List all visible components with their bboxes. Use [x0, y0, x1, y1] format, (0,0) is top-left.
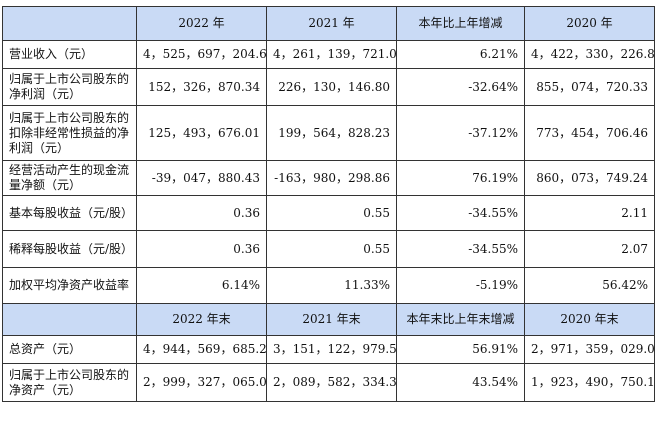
cell-value: -163，980，298.86	[266, 160, 397, 196]
row-label: 归属于上市公司股东的扣除非经常性损益的净利润（元）	[2, 105, 137, 161]
financial-data-table: 2022 年 2021 年 本年比上年增减 2020 年 营业收入（元） 4，5…	[2, 6, 655, 402]
header-2021-end: 2021 年末	[266, 303, 397, 336]
table-row: 经营活动产生的现金流量净额（元） -39，047，880.43 -163，980…	[2, 160, 655, 196]
cell-value: -5.19%	[396, 267, 525, 304]
header-2020: 2020 年	[524, 6, 655, 41]
header-2022: 2022 年	[136, 6, 267, 41]
cell-value: 125，493，676.01	[136, 105, 267, 161]
cell-value: 2.07	[524, 230, 655, 268]
table-row: 归属于上市公司股东的扣除非经常性损益的净利润（元） 125，493，676.01…	[2, 105, 655, 161]
cell-value: 2.11	[524, 195, 655, 231]
header-yoy-change: 本年比上年增减	[396, 6, 525, 41]
cell-value: 4，422，330，226.81	[524, 40, 655, 69]
table-row: 归属于上市公司股东的净资产（元） 2，999，327，065.08 2，089，…	[2, 363, 655, 402]
cell-value: 76.19%	[396, 160, 525, 196]
cell-value: 226，130，146.80	[266, 68, 397, 106]
cell-value: 4，525，697，204.64	[136, 40, 267, 69]
cell-value: 2，089，582，334.35	[266, 363, 397, 402]
cell-value: 199，564，828.23	[266, 105, 397, 161]
row-label: 稀释每股收益（元/股）	[2, 230, 137, 268]
cell-value: 860，073，749.24	[524, 160, 655, 196]
row-label: 归属于上市公司股东的净资产（元）	[2, 363, 137, 402]
cell-value: 773，454，706.46	[524, 105, 655, 161]
header-2022-end: 2022 年末	[136, 303, 267, 336]
cell-value: 0.36	[136, 230, 267, 268]
cell-value: 152，326，870.34	[136, 68, 267, 106]
cell-value: 0.36	[136, 195, 267, 231]
cell-value: 0.55	[266, 195, 397, 231]
cell-value: 4，261，139，721.08	[266, 40, 397, 69]
cell-value: 56.42%	[524, 267, 655, 304]
cell-value: -32.64%	[396, 68, 525, 106]
cell-value: 0.55	[266, 230, 397, 268]
table-header-row: 2022 年末 2021 年末 本年末比上年末增减 2020 年末	[2, 303, 655, 336]
table-row: 归属于上市公司股东的净利润（元） 152，326，870.34 226，130，…	[2, 68, 655, 106]
table-row: 稀释每股收益（元/股） 0.36 0.55 -34.55% 2.07	[2, 230, 655, 268]
table-header-row: 2022 年 2021 年 本年比上年增减 2020 年	[2, 6, 655, 41]
table-row: 加权平均净资产收益率 6.14% 11.33% -5.19% 56.42%	[2, 267, 655, 304]
header-2020-end: 2020 年末	[524, 303, 655, 336]
cell-value: 56.91%	[396, 335, 525, 364]
row-label: 经营活动产生的现金流量净额（元）	[2, 160, 137, 196]
cell-value: -34.55%	[396, 230, 525, 268]
cell-value: 6.14%	[136, 267, 267, 304]
cell-value: 2，971，359，029.06	[524, 335, 655, 364]
cell-value: 4，944，569，685.21	[136, 335, 267, 364]
header-yoy-end-change: 本年末比上年末增减	[396, 303, 525, 336]
table-row: 总资产（元） 4，944，569，685.21 3，151，122，979.54…	[2, 335, 655, 364]
row-label: 总资产（元）	[2, 335, 137, 364]
row-label: 归属于上市公司股东的净利润（元）	[2, 68, 137, 106]
cell-value: -37.12%	[396, 105, 525, 161]
cell-value: 855，074，720.33	[524, 68, 655, 106]
cell-value: 6.21%	[396, 40, 525, 69]
cell-value: -39，047，880.43	[136, 160, 267, 196]
cell-value: 2，999，327，065.08	[136, 363, 267, 402]
cell-value: 1，923，490，750.16	[524, 363, 655, 402]
row-label: 基本每股收益（元/股）	[2, 195, 137, 231]
header-blank-cell	[2, 303, 137, 336]
header-2021: 2021 年	[266, 6, 397, 41]
cell-value: 43.54%	[396, 363, 525, 402]
cell-value: 11.33%	[266, 267, 397, 304]
table-row: 营业收入（元） 4，525，697，204.64 4，261，139，721.0…	[2, 40, 655, 69]
header-blank-cell	[2, 6, 137, 41]
cell-value: -34.55%	[396, 195, 525, 231]
row-label: 加权平均净资产收益率	[2, 267, 137, 304]
table-row: 基本每股收益（元/股） 0.36 0.55 -34.55% 2.11	[2, 195, 655, 231]
cell-value: 3，151，122，979.54	[266, 335, 397, 364]
row-label: 营业收入（元）	[2, 40, 137, 69]
